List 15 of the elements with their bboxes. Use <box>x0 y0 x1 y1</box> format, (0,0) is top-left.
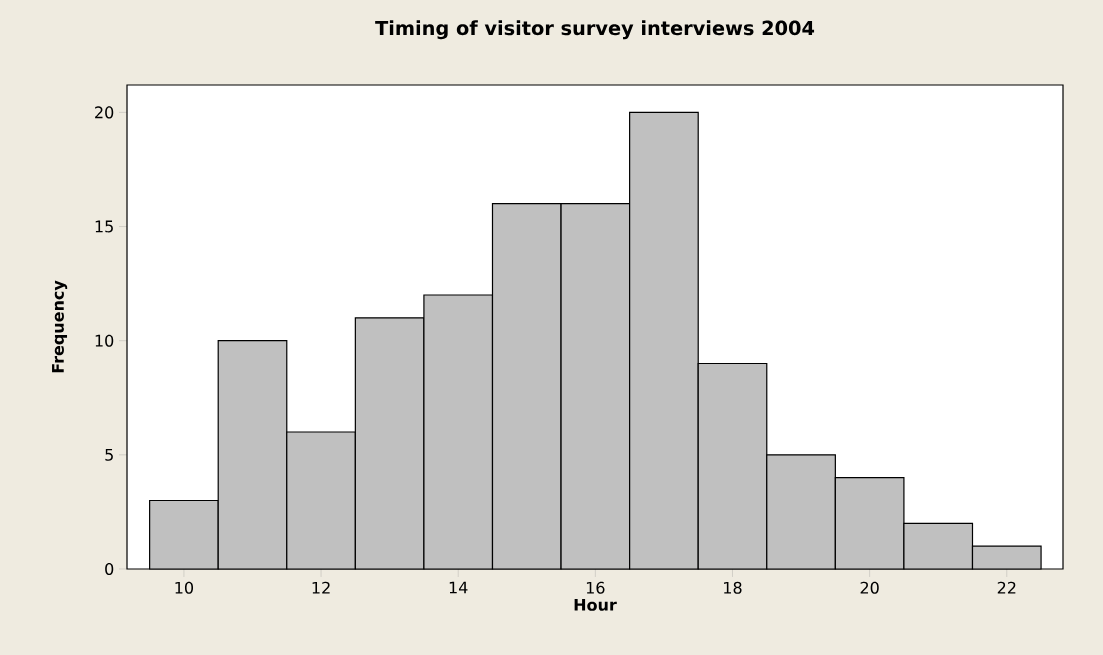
x-axis-title: Hour <box>574 598 617 611</box>
x-tick-label: 14 <box>449 581 468 594</box>
y-tick-label: 15 <box>95 220 113 233</box>
y-tick-label: 20 <box>95 106 114 119</box>
x-tick-label: 10 <box>175 581 194 594</box>
chart-title: Timing of visitor survey interviews 2004 <box>375 20 815 40</box>
y-tick-label: 5 <box>105 448 113 461</box>
x-tick-label: 22 <box>997 581 1016 594</box>
y-tick-label: 0 <box>105 562 114 576</box>
x-tick-label: 18 <box>724 581 742 594</box>
x-tick-label: 12 <box>312 581 330 594</box>
y-axis-title: Frequency <box>52 280 68 373</box>
x-tick-label: 16 <box>586 581 605 594</box>
x-tick-label: 20 <box>860 581 879 594</box>
y-tick-label: 10 <box>95 334 114 347</box>
